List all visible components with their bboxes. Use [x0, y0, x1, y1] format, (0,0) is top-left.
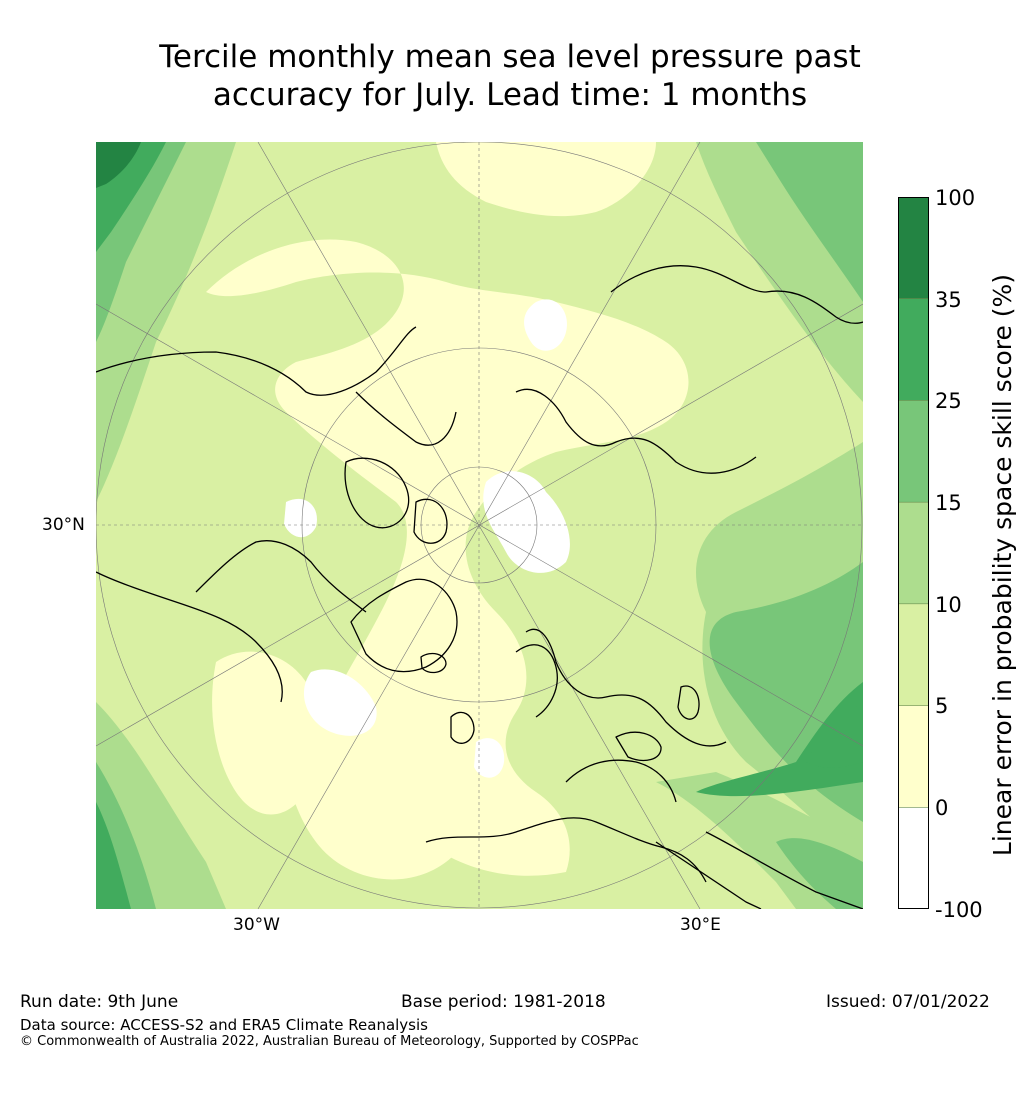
colorbar-frame	[898, 197, 929, 909]
issued-date: Issued: 07/01/2022	[826, 992, 990, 1012]
lon-label-30e: 30°E	[680, 915, 721, 935]
lat-label-30n: 30°N	[42, 515, 85, 535]
colorbar-tick-0: 0	[935, 796, 949, 820]
colorbar-tick-15: 15	[935, 491, 962, 515]
field-35-100-northwest	[96, 142, 141, 188]
field-neg-barents	[474, 738, 505, 778]
colorbar-tick-25: 25	[935, 389, 962, 413]
colorbar-bin-10-15	[898, 502, 929, 605]
graticule	[96, 142, 863, 909]
colorbar-tick-neg100: -100	[935, 898, 983, 922]
colorbar	[898, 197, 929, 909]
run-date: Run date: 9th June	[20, 992, 179, 1012]
base-period: Base period: 1981-2018	[401, 992, 606, 1012]
title-line-1: Tercile monthly mean sea level pressure …	[159, 39, 861, 75]
colorbar-bin-0-5	[898, 705, 929, 808]
colorbar-bin-25-35	[898, 298, 929, 401]
field-25-35-southwest	[96, 802, 131, 909]
polar-map	[96, 142, 863, 909]
colorbar-tick-100: 100	[935, 186, 976, 210]
colorbar-title: Linear error in probability space skill …	[988, 273, 1017, 857]
field-0-5-northpacific	[436, 142, 656, 217]
field-neg-atlantic	[303, 669, 377, 736]
colorbar-tick-10: 10	[935, 593, 962, 617]
lon-label-30w: 30°W	[233, 915, 280, 935]
field-15-25-southeast	[776, 838, 863, 909]
field-25-35-east	[696, 682, 863, 797]
map-canvas	[96, 142, 863, 909]
field-neg-arctic	[483, 471, 570, 573]
field-15-25-northeast	[756, 142, 863, 302]
field-neg-pole	[524, 299, 567, 351]
data-source: Data source: ACCESS-S2 and ERA5 Climate …	[20, 1016, 428, 1034]
field-25-35-southeast	[806, 702, 863, 768]
colorbar-bin-15-25	[898, 400, 929, 503]
colorbar-bin-neg100-0	[898, 807, 929, 909]
coastlines	[96, 265, 863, 909]
title-line-2: accuracy for July. Lead time: 1 months	[212, 77, 808, 113]
colorbar-bin-35-100	[898, 197, 929, 300]
map-title: Tercile monthly mean sea level pressure …	[0, 38, 1020, 114]
colorbar-bin-5-10	[898, 603, 929, 707]
field-0-5-atlantic-core	[285, 694, 472, 880]
colorbar-tick-5: 5	[935, 694, 949, 718]
field-neg-canada	[284, 498, 317, 538]
colorbar-swatches	[898, 197, 929, 909]
copyright: © Commonwealth of Australia 2022, Austra…	[20, 1034, 639, 1049]
colorbar-tick-35: 35	[935, 288, 962, 312]
